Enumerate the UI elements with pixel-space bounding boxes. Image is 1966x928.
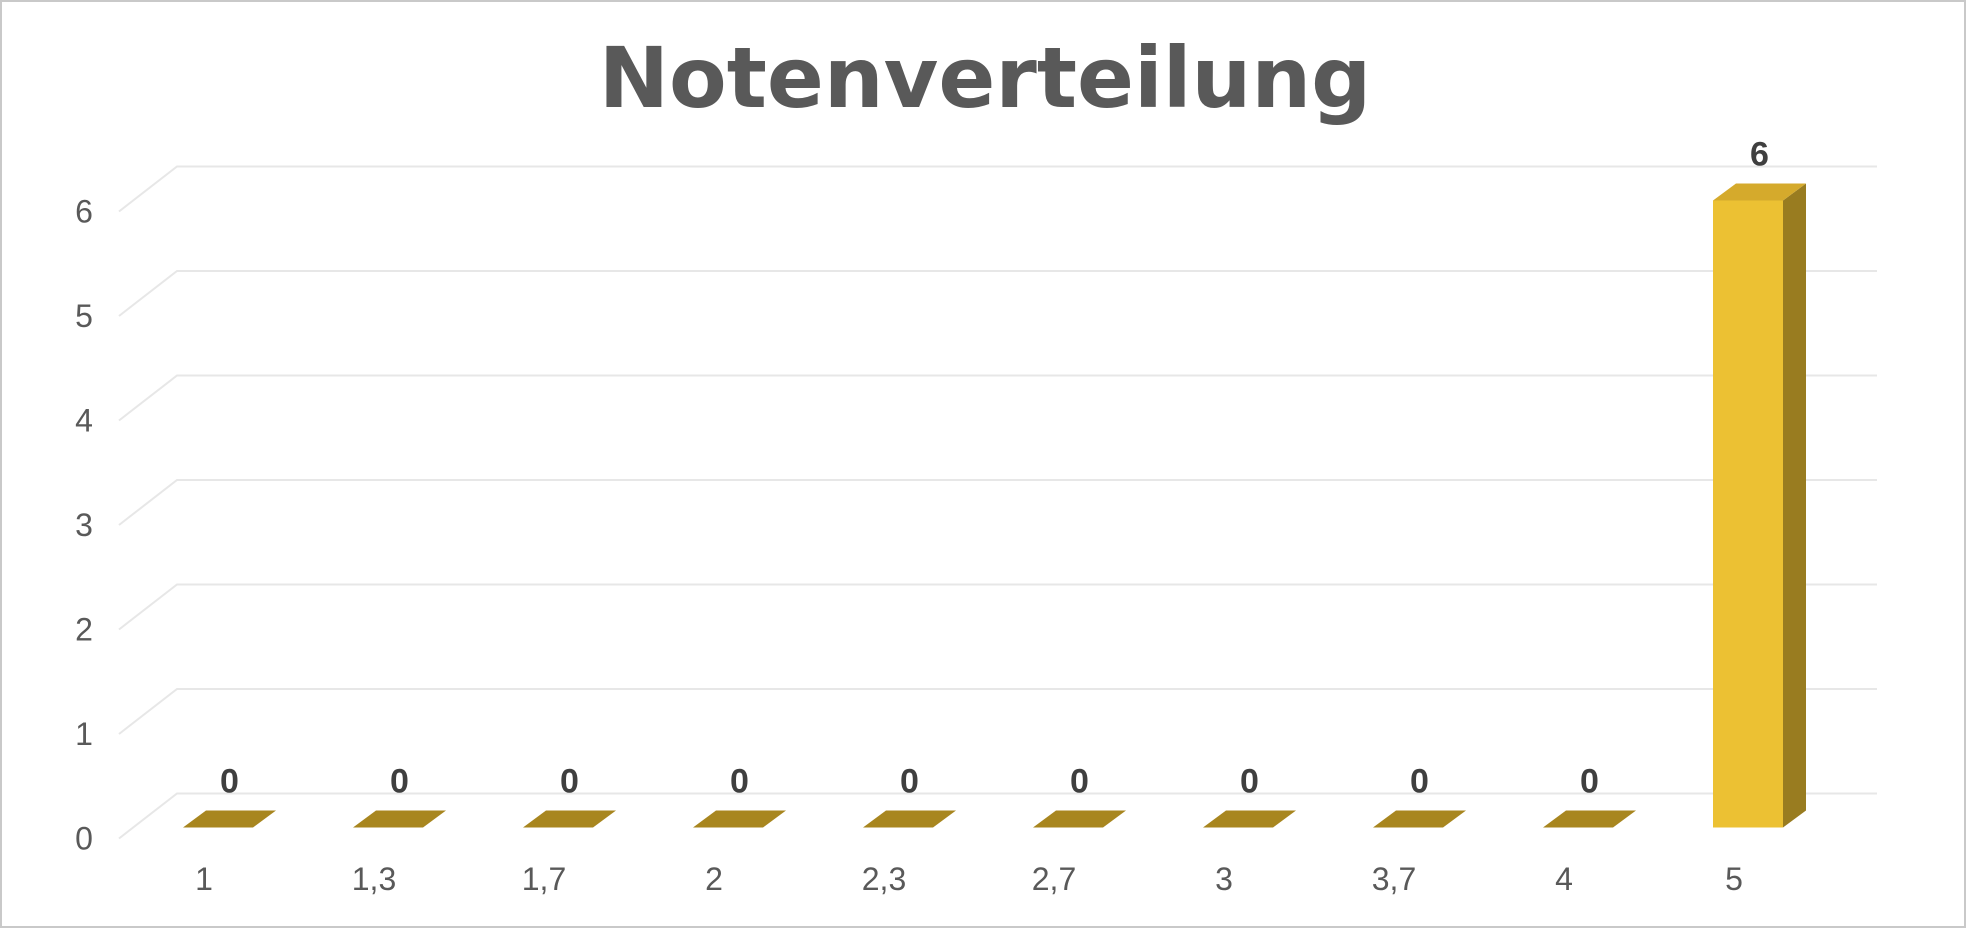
x-tick-label: 4 xyxy=(1555,861,1573,897)
bar-data-label: 0 xyxy=(390,763,409,801)
zero-bar xyxy=(693,810,786,828)
gridline xyxy=(118,792,1877,840)
bar-data-label: 0 xyxy=(1410,763,1429,801)
y-tick-label: 1 xyxy=(75,716,93,752)
x-tick-label: 1 xyxy=(195,861,213,897)
zero-bar xyxy=(1543,810,1636,828)
y-tick-label: 5 xyxy=(75,298,93,334)
gridline xyxy=(118,688,1877,735)
y-tick-label: 0 xyxy=(75,821,93,857)
x-tick-label: 2 xyxy=(705,861,723,897)
zero-bar xyxy=(353,810,446,828)
gridline xyxy=(118,583,1877,631)
y-tick-label: 3 xyxy=(75,507,93,543)
x-tick-label: 3 xyxy=(1215,861,1233,897)
bar-data-label: 6 xyxy=(1750,136,1769,174)
y-tick-label: 4 xyxy=(75,403,93,439)
gridline xyxy=(118,374,1877,422)
zero-bar xyxy=(1203,810,1296,828)
chart-title: Notenverteilung xyxy=(599,29,1372,127)
x-tick-label: 2,7 xyxy=(1032,861,1076,897)
y-tick-label: 6 xyxy=(75,194,93,230)
x-tick-label: 5 xyxy=(1725,861,1743,897)
zero-bar xyxy=(1373,810,1466,828)
zero-bar xyxy=(863,810,956,828)
bar-data-label: 0 xyxy=(560,763,579,801)
gridline xyxy=(118,479,1877,526)
x-tick-label: 3,7 xyxy=(1372,861,1416,897)
bar-front-face xyxy=(1713,200,1783,828)
bar-data-label: 0 xyxy=(1240,763,1259,801)
zero-bar xyxy=(1033,810,1126,828)
bar-data-label: 0 xyxy=(900,763,919,801)
bar-data-label: 0 xyxy=(730,763,749,801)
bar-top-face xyxy=(1713,183,1806,201)
gridline xyxy=(118,270,1877,317)
gridlines-layer xyxy=(118,165,1877,840)
zero-bar xyxy=(183,810,276,828)
bar-side-face xyxy=(1783,183,1806,828)
x-tick-label: 2,3 xyxy=(862,861,906,897)
bar-data-label: 0 xyxy=(220,763,239,801)
y-tick-label: 2 xyxy=(75,612,93,648)
x-tick-label: 1,3 xyxy=(352,861,396,897)
bar-data-label: 0 xyxy=(1580,763,1599,801)
gridline xyxy=(118,165,1877,213)
zero-bar xyxy=(523,810,616,828)
labels-layer: 0 1 2 3 4 5 6 0 1 0 1,3 0 1,7 0 2 0 2,3 0 2,7 0 3 0 3,7 0 4 6 5 xyxy=(75,136,1769,898)
x-tick-label: 1,7 xyxy=(522,861,566,897)
bar-data-label: 0 xyxy=(1070,763,1089,801)
bars-layer xyxy=(183,183,1806,828)
